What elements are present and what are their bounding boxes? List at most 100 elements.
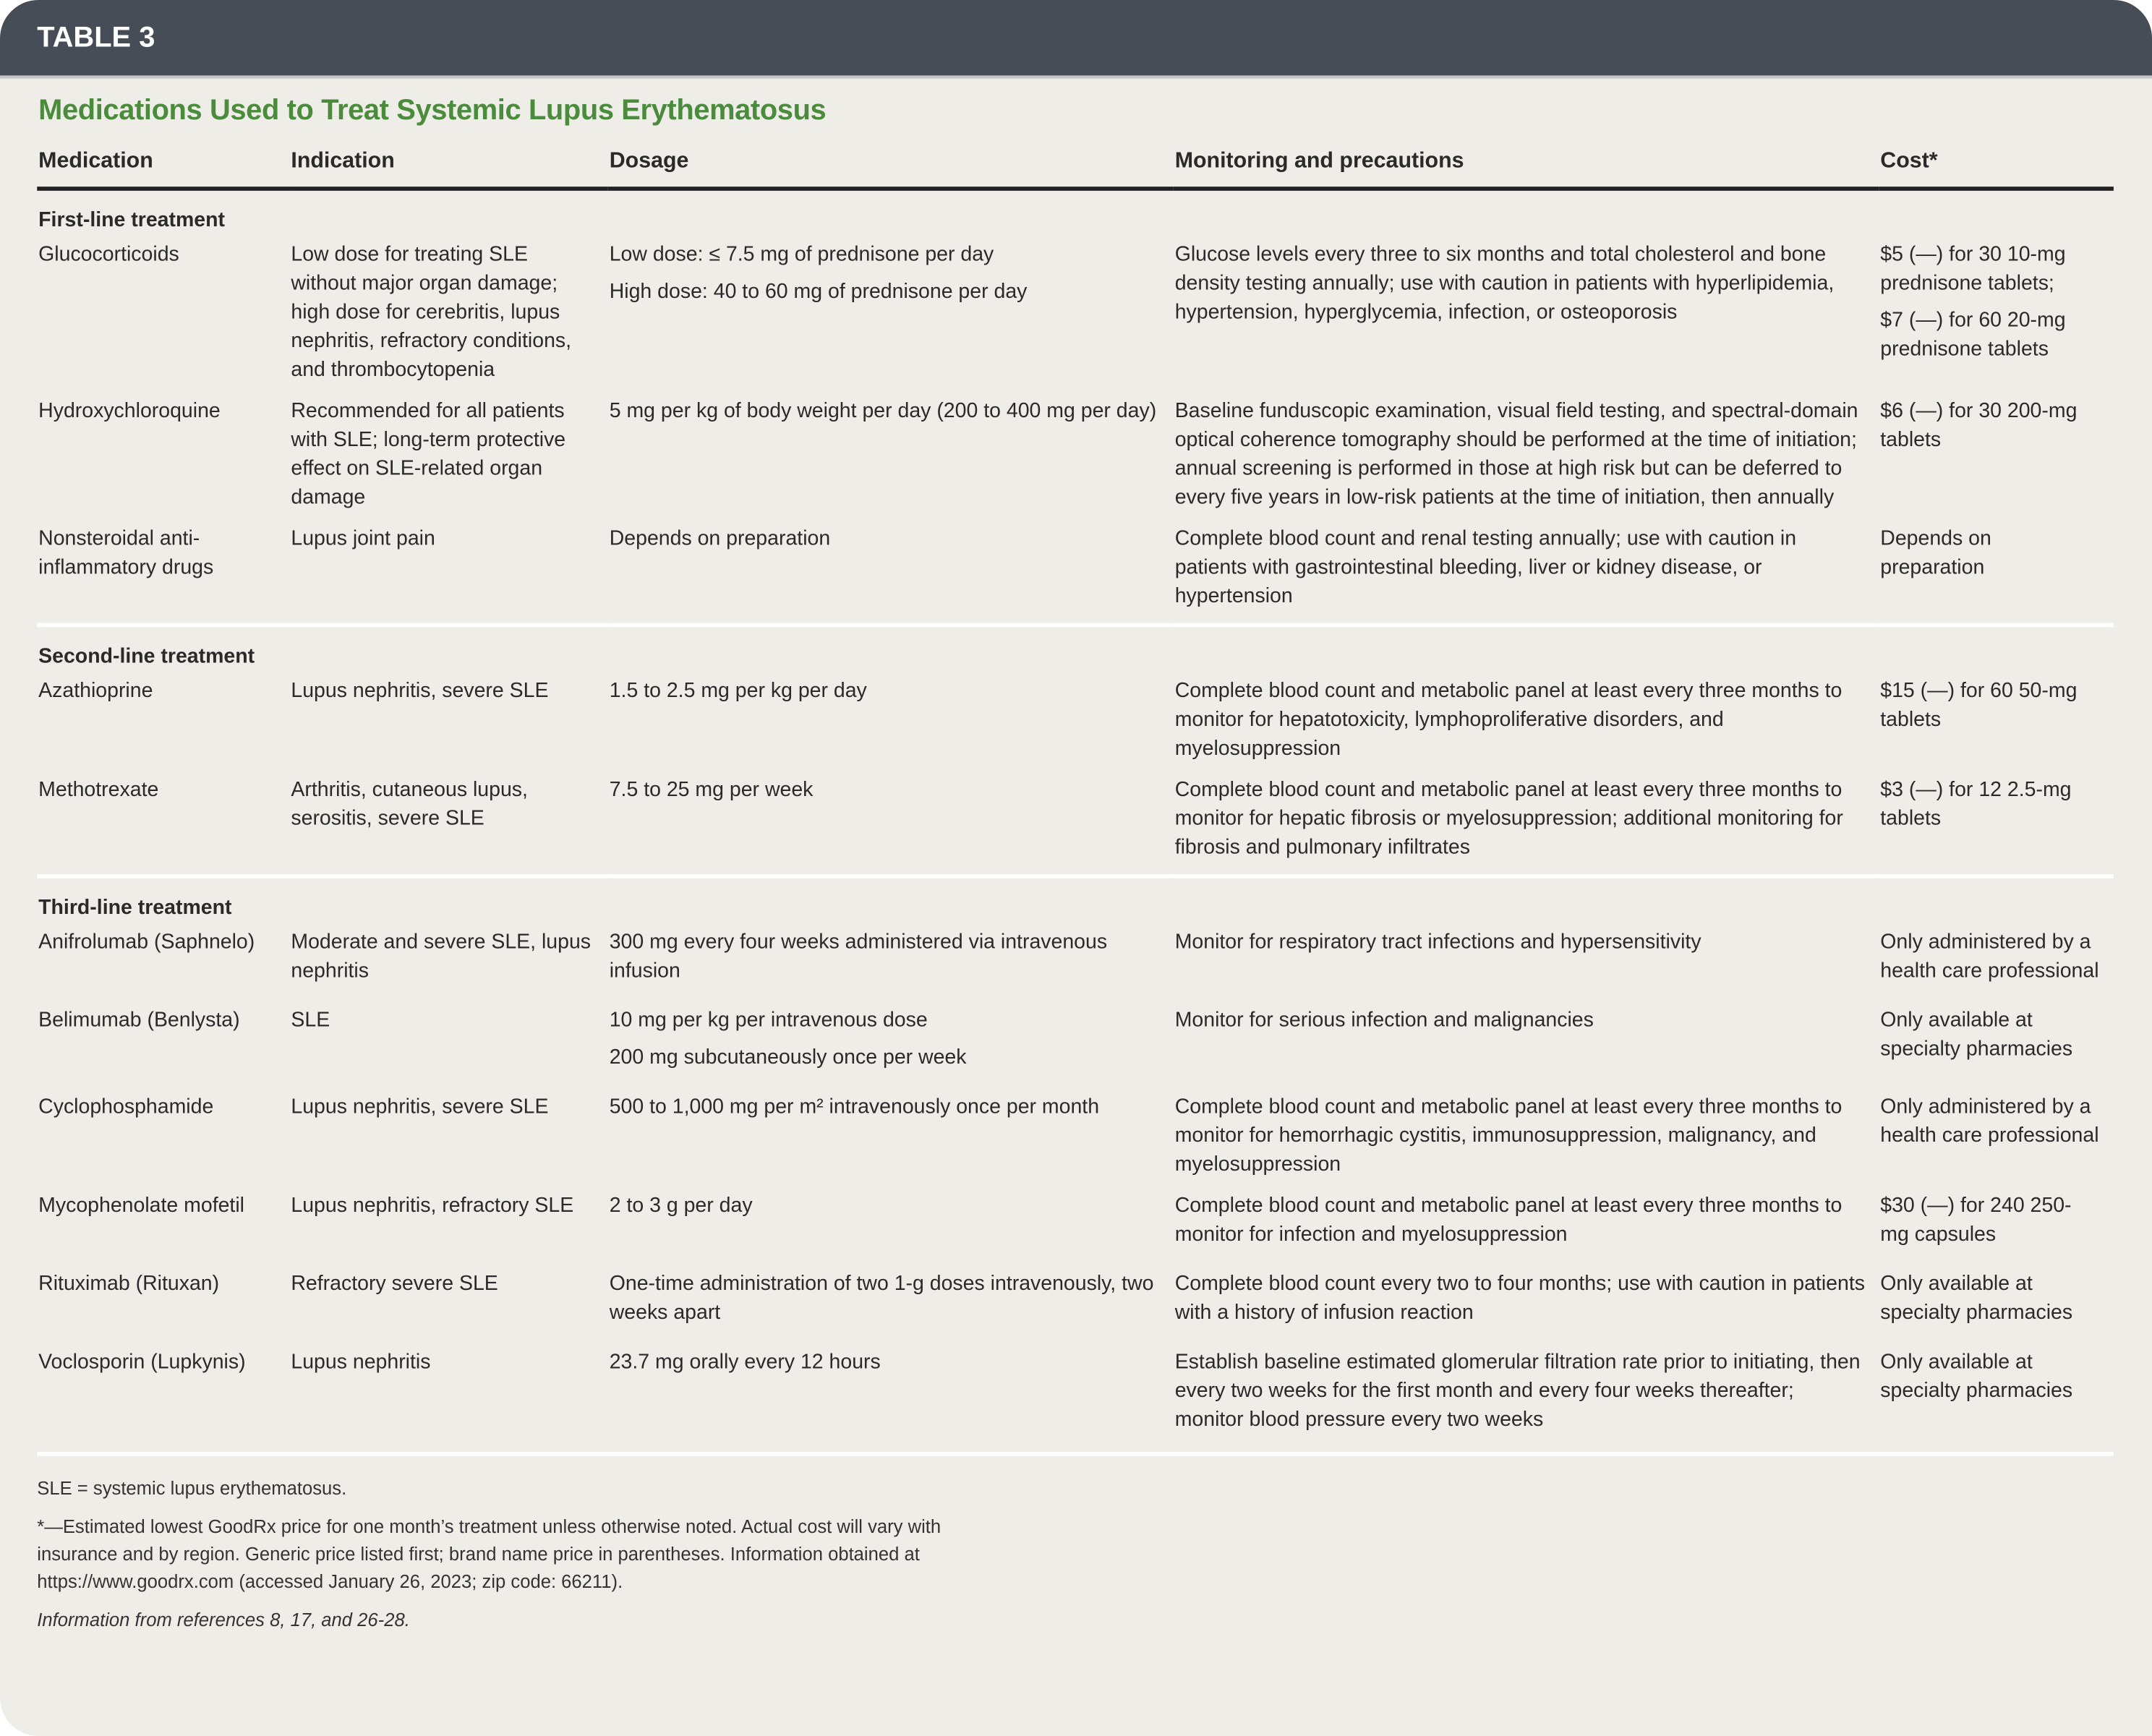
dosage-cell: 7.5 to 25 mg per week: [608, 775, 1174, 876]
monitoring-cell: Complete blood count every two to four m…: [1174, 1272, 1865, 1325]
cost-text: $15 (—) for 60 50-mg tablets: [1880, 679, 2078, 732]
table-row: Azathioprine Lupus nephritis, severe SLE 1…: [37, 677, 2114, 776]
indication-cell: SLE: [291, 1009, 330, 1032]
medication-cell: Anifrolumab (Saphnelo): [38, 930, 255, 954]
col-monitoring: Monitoring and precautions: [1173, 135, 1879, 191]
table-row: Belimumab (Benlysta) SLE 10 mg per kg per …: [37, 1006, 2114, 1093]
monitoring-cell: Complete blood count and metabolic panel…: [1174, 679, 1843, 761]
medication-cell: Belimumab (Benlysta): [38, 1009, 240, 1032]
indication-cell: Lupus nephritis, severe SLE: [291, 1095, 549, 1119]
medication-cell: Methotrexate: [38, 778, 159, 802]
cost-text: $3 (—) for 12 2.5-mg tablets: [1880, 778, 2072, 831]
dosage-text: 23.7 mg orally every 12 hours: [609, 1350, 881, 1374]
table-row: Rituximab (Rituxan) Refractory severe SLE…: [37, 1270, 2114, 1348]
col-dosage: Dosage: [607, 135, 1174, 191]
medication-cell: Cyclophosphamide: [38, 1095, 214, 1119]
indication-cell: Lupus nephritis: [291, 1350, 431, 1374]
dosage-cell: 5 mg per kg of body weight per day (200 …: [608, 397, 1174, 525]
cost-cell: Depends on preparation: [1879, 524, 2114, 625]
dosage-text: One-time administration of two 1-g doses…: [609, 1272, 1154, 1325]
indication-cell: Recommended for all patients with SLE; l…: [291, 399, 566, 510]
monitoring-cell: Complete blood count and renal testing a…: [1174, 526, 1797, 608]
medication-cell: Voclosporin (Lupkynis): [38, 1350, 246, 1374]
footnotes: SLE = systemic lupus erythematosus. *—Es…: [37, 1475, 998, 1634]
dosage-cell: Low dose: ≤ 7.5 mg of prednisone per day…: [608, 240, 1174, 396]
abbreviation-note: SLE = systemic lupus erythematosus.: [37, 1478, 347, 1499]
section-label: Second-line treatment: [38, 645, 255, 669]
source-note: Information from references 8, 17, and 2…: [37, 1609, 410, 1630]
cost-text: $6 (—) for 30 200-mg tablets: [1880, 399, 2078, 452]
table-row: Glucocorticoids Low dose for treating SLE…: [37, 240, 2114, 396]
cost-text: $7 (—) for 60 20-mg prednisone tablets: [1880, 309, 2066, 362]
cost-cell: Only available at specialty pharmacies: [1879, 1006, 2114, 1093]
dosage-cell: 23.7 mg orally every 12 hours: [608, 1348, 1174, 1447]
table-title: Medications Used to Treat Systemic Lupus…: [38, 94, 827, 127]
cost-text: Only available at specialty pharmacies: [1880, 1272, 2073, 1325]
monitoring-cell: Glucose levels every three to six months…: [1174, 242, 1835, 324]
cost-cell: $15 (—) for 60 50-mg tablets: [1879, 677, 2114, 776]
indication-cell: Arthritis, cutaneous lupus, serositis, s…: [291, 778, 528, 831]
dosage-cell: 300 mg every four weeks administered via…: [608, 928, 1174, 1006]
table-row: Methotrexate Arthritis, cutaneous lupus, …: [37, 775, 2114, 876]
medications-table: Medication Indication Dosage Monitoring …: [37, 135, 2114, 1447]
section-header: First-line treatment: [37, 189, 2114, 240]
monitoring-cell: Monitor for respiratory tract infections…: [1174, 930, 1701, 954]
section-divider: [37, 874, 2114, 880]
monitoring-cell: Establish baseline estimated glomerular …: [1174, 1350, 1861, 1432]
cost-text: Only administered by a health care profe…: [1880, 930, 2099, 983]
monitoring-cell: Monitor for serious infection and malign…: [1174, 1009, 1594, 1032]
indication-cell: Lupus joint pain: [291, 526, 435, 551]
section-label: First-line treatment: [38, 208, 226, 232]
cost-text: $30 (—) for 240 250-mg capsules: [1880, 1194, 2072, 1247]
medication-cell: Rituximab (Rituxan): [38, 1272, 220, 1296]
monitoring-cell: Complete blood count and metabolic panel…: [1174, 778, 1843, 860]
dosage-cell: 10 mg per kg per intravenous dose 200 mg …: [608, 1006, 1174, 1093]
dosage-text: 7.5 to 25 mg per week: [609, 778, 814, 802]
dosage-text: 500 to 1,000 mg per m² intravenously onc…: [609, 1095, 1100, 1119]
table-row: Anifrolumab (Saphnelo) Moderate and sever…: [37, 928, 2114, 1006]
indication-cell: Low dose for treating SLE without major …: [291, 242, 572, 382]
medication-cell: Mycophenolate mofetil: [38, 1194, 245, 1218]
section-divider: [37, 623, 2114, 628]
cost-text: Only available at specialty pharmacies: [1880, 1350, 2073, 1403]
cost-cell: $30 (—) for 240 250-mg capsules: [1879, 1191, 2114, 1269]
dosage-text: 1.5 to 2.5 mg per kg per day: [609, 679, 867, 703]
col-medication: Medication: [37, 135, 290, 191]
dosage-text: 10 mg per kg per intravenous dose: [609, 1009, 928, 1032]
cost-text: $5 (—) for 30 10-mg prednisone tablets;: [1880, 242, 2066, 296]
table-row: Nonsteroidal anti-inflammatory drugs Lupu…: [37, 524, 2114, 625]
medication-cell: Azathioprine: [38, 679, 153, 703]
medication-cell: Nonsteroidal anti-inflammatory drugs: [38, 526, 214, 579]
dosage-text: High dose: 40 to 60 mg of prednisone per…: [609, 280, 1028, 304]
col-indication: Indication: [289, 135, 608, 191]
indication-cell: Refractory severe SLE: [291, 1272, 498, 1296]
cost-cell: Only available at specialty pharmacies: [1879, 1348, 2114, 1447]
cost-text: Only available at specialty pharmacies: [1880, 1009, 2073, 1061]
table-row: Cyclophosphamide Lupus nephritis, severe …: [37, 1093, 2114, 1192]
monitoring-cell: Complete blood count and metabolic panel…: [1174, 1095, 1843, 1176]
cost-cell: $5 (—) for 30 10-mg prednisone tablets; $…: [1879, 240, 2114, 396]
dosage-cell: 1.5 to 2.5 mg per kg per day: [608, 677, 1174, 776]
header-row: Medication Indication Dosage Monitoring …: [37, 135, 2114, 191]
cost-text: Only administered by a health care profe…: [1880, 1095, 2099, 1147]
section-header: Second-line treatment: [37, 627, 2114, 676]
dosage-text: 5 mg per kg of body weight per day (200 …: [609, 399, 1157, 423]
cost-cell: $3 (—) for 12 2.5-mg tablets: [1879, 775, 2114, 876]
footer-divider: [37, 1452, 2114, 1456]
table-row: Voclosporin (Lupkynis) Lupus nephritis 23.…: [37, 1348, 2114, 1447]
dosage-text: Low dose: ≤ 7.5 mg of prednisone per day: [609, 242, 994, 267]
dosage-cell: 2 to 3 g per day: [608, 1191, 1174, 1269]
cost-cell: Only available at specialty pharmacies: [1879, 1270, 2114, 1348]
section-label: Third-line treatment: [38, 896, 232, 920]
dosage-cell: 500 to 1,000 mg per m² intravenously onc…: [608, 1093, 1174, 1192]
indication-cell: Lupus nephritis, refractory SLE: [291, 1194, 574, 1218]
indication-cell: Lupus nephritis, severe SLE: [291, 679, 549, 703]
section-header: Third-line treatment: [37, 878, 2114, 928]
cost-cell: Only administered by a health care profe…: [1879, 1093, 2114, 1192]
table-row: Hydroxychloroquine Recommended for all pa…: [37, 397, 2114, 525]
dosage-text: Depends on preparation: [609, 526, 831, 551]
dosage-text: 300 mg every four weeks administered via…: [609, 930, 1108, 983]
cost-text: Depends on preparation: [1880, 526, 1991, 579]
col-cost: Cost*: [1879, 135, 2114, 191]
